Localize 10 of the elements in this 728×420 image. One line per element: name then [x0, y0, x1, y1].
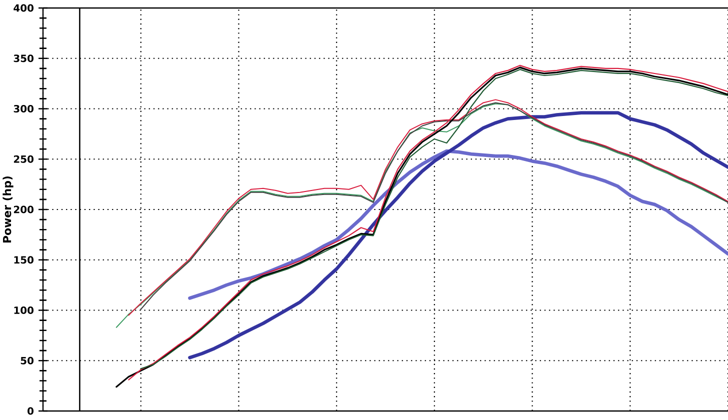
y-axis-title: Power (hp)	[2, 176, 14, 242]
y-tick-label: 150	[14, 256, 34, 264]
y-tick-label: 200	[14, 206, 34, 214]
y-tick-label: 50	[20, 356, 34, 364]
y-tick-label: 0	[28, 407, 34, 415]
y-tick-label: 400	[14, 4, 34, 12]
y-tick-label: 300	[14, 104, 34, 113]
y-tick-label: 100	[14, 306, 34, 314]
y-tick-label: 350	[14, 54, 34, 62]
y-tick-label: 250	[14, 155, 34, 163]
